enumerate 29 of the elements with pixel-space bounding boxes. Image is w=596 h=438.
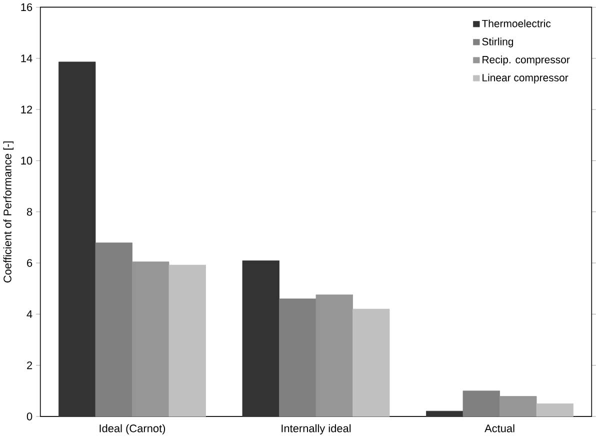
x-tick-label: Ideal (Carnot) <box>100 424 166 435</box>
legend-label: Stirling <box>482 38 514 48</box>
bar <box>536 404 574 417</box>
y-tick-label: 4 <box>26 310 32 318</box>
y-tick-label: 6 <box>27 259 32 267</box>
y-tick-label: 2 <box>27 362 32 370</box>
bar <box>500 396 537 417</box>
bar <box>58 62 96 417</box>
y-tick-label: 8 <box>26 208 32 216</box>
y-tick-label: 10 <box>21 156 32 165</box>
y-tick-label: 12 <box>21 106 32 114</box>
legend-label: Thermoelectric <box>482 20 551 28</box>
y-tick-label: 14 <box>21 54 32 62</box>
y-tick-label: 0 <box>26 412 32 420</box>
bar <box>462 390 500 417</box>
bar <box>132 262 170 417</box>
bar <box>95 242 132 417</box>
bar <box>426 410 464 417</box>
bar <box>168 264 206 417</box>
bar <box>316 294 353 417</box>
legend-label: Recip. compressor <box>482 56 570 66</box>
bar <box>242 260 280 417</box>
bar <box>352 308 390 417</box>
x-tick-label: Actual <box>484 424 514 432</box>
x-tick-label: Internally ideal <box>282 424 351 435</box>
bar <box>279 298 316 417</box>
y-axis-title: Coefficient of Performance [-] <box>3 142 14 283</box>
legend-label: Linear compressor <box>482 74 568 84</box>
y-tick-label: 16 <box>21 3 32 12</box>
